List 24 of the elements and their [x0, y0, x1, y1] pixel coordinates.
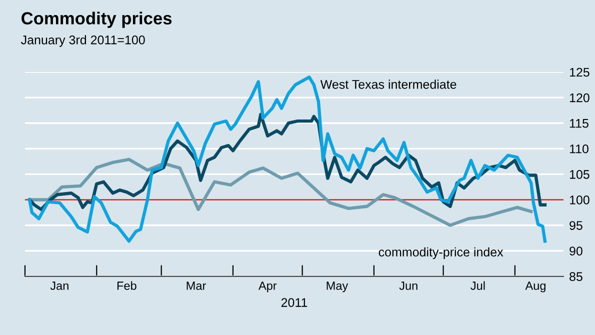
- chart-subtitle: January 3rd 2011=100: [21, 35, 145, 47]
- y-tick-label: 95: [570, 221, 582, 230]
- x-axis-title: 2011: [281, 298, 308, 307]
- line-series: [28, 158, 533, 227]
- x-tick-label: Feb: [117, 281, 136, 290]
- y-tick-label: 100: [570, 196, 590, 204]
- line-series: [28, 76, 547, 243]
- y-tick-label: 105: [570, 170, 590, 179]
- x-tick-label: Jul: [470, 281, 485, 290]
- x-tick-label: Aug: [525, 282, 546, 292]
- y-tick-label: 115: [570, 119, 588, 128]
- y-tick-label: 110: [570, 144, 588, 154]
- x-tick-label: May: [326, 282, 348, 292]
- x-tick-label: Apr: [258, 282, 277, 292]
- x-tick-label: Jan: [50, 282, 68, 290]
- chart-title: Commodity prices: [22, 12, 172, 28]
- y-tick-label: 120: [570, 93, 590, 102]
- x-tick-label: Jun: [399, 282, 418, 290]
- x-tick-label: Mar: [186, 282, 206, 290]
- y-tick-label: 125: [570, 68, 590, 77]
- y-tick-label: 85: [570, 272, 582, 282]
- text: commodity-price index: [378, 247, 504, 259]
- y-tick-label: 90: [570, 246, 582, 256]
- series-label: West Texas intermediate: [320, 80, 456, 89]
